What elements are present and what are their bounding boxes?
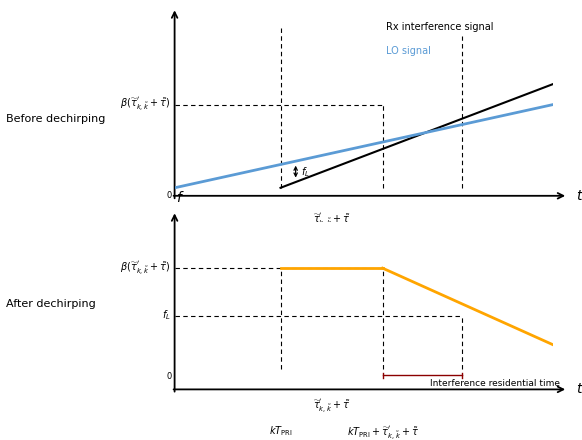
Text: $0$: $0$ xyxy=(166,370,173,381)
Text: $\beta(\widetilde{\tau}^{\prime}_{k,\tilde{k}}+\tilde{\tau})$: $\beta(\widetilde{\tau}^{\prime}_{k,\til… xyxy=(120,96,171,114)
Text: Rx interference signal: Rx interference signal xyxy=(386,22,494,32)
Text: After dechirping: After dechirping xyxy=(6,299,95,308)
Text: LO signal: LO signal xyxy=(386,46,431,56)
Text: $0$: $0$ xyxy=(166,189,173,200)
Text: $\beta(\widetilde{\tau}^{\prime}_{k,\tilde{k}}+\tilde{\tau})$: $\beta(\widetilde{\tau}^{\prime}_{k,\til… xyxy=(120,259,171,277)
Text: $kT_{\rm PRI}$: $kT_{\rm PRI}$ xyxy=(269,242,292,256)
Text: $kT_{\rm PRI}$: $kT_{\rm PRI}$ xyxy=(269,424,292,438)
Text: $f_L$: $f_L$ xyxy=(301,165,310,179)
Text: $t$: $t$ xyxy=(576,189,582,203)
Text: $\widetilde{\tau}^{\prime}_{k,\tilde{k}}+\tilde{\tau}$: $\widetilde{\tau}^{\prime}_{k,\tilde{k}}… xyxy=(313,212,350,230)
Text: Before dechirping: Before dechirping xyxy=(6,114,105,124)
Text: $\widetilde{\tau}^{\prime}_{k,\tilde{k}}+\tilde{\tau}$: $\widetilde{\tau}^{\prime}_{k,\tilde{k}}… xyxy=(313,398,350,415)
Text: $kT_{\rm PRI}+\widetilde{\tau}^{\prime}_{k,\tilde{k}}+\tilde{\tau}$: $kT_{\rm PRI}+\widetilde{\tau}^{\prime}_… xyxy=(346,424,419,440)
Text: $t$: $t$ xyxy=(576,382,582,396)
Text: $f$: $f$ xyxy=(176,0,185,2)
Text: Interference residential time: Interference residential time xyxy=(430,379,560,388)
Text: $kT_{\rm PRI}+\widetilde{\tau}^{\prime}_{k,\tilde{k}}+\tilde{\tau}$: $kT_{\rm PRI}+\widetilde{\tau}^{\prime}_… xyxy=(346,242,419,260)
Text: $f$: $f$ xyxy=(176,191,185,205)
Text: $f_L$: $f_L$ xyxy=(162,308,171,323)
